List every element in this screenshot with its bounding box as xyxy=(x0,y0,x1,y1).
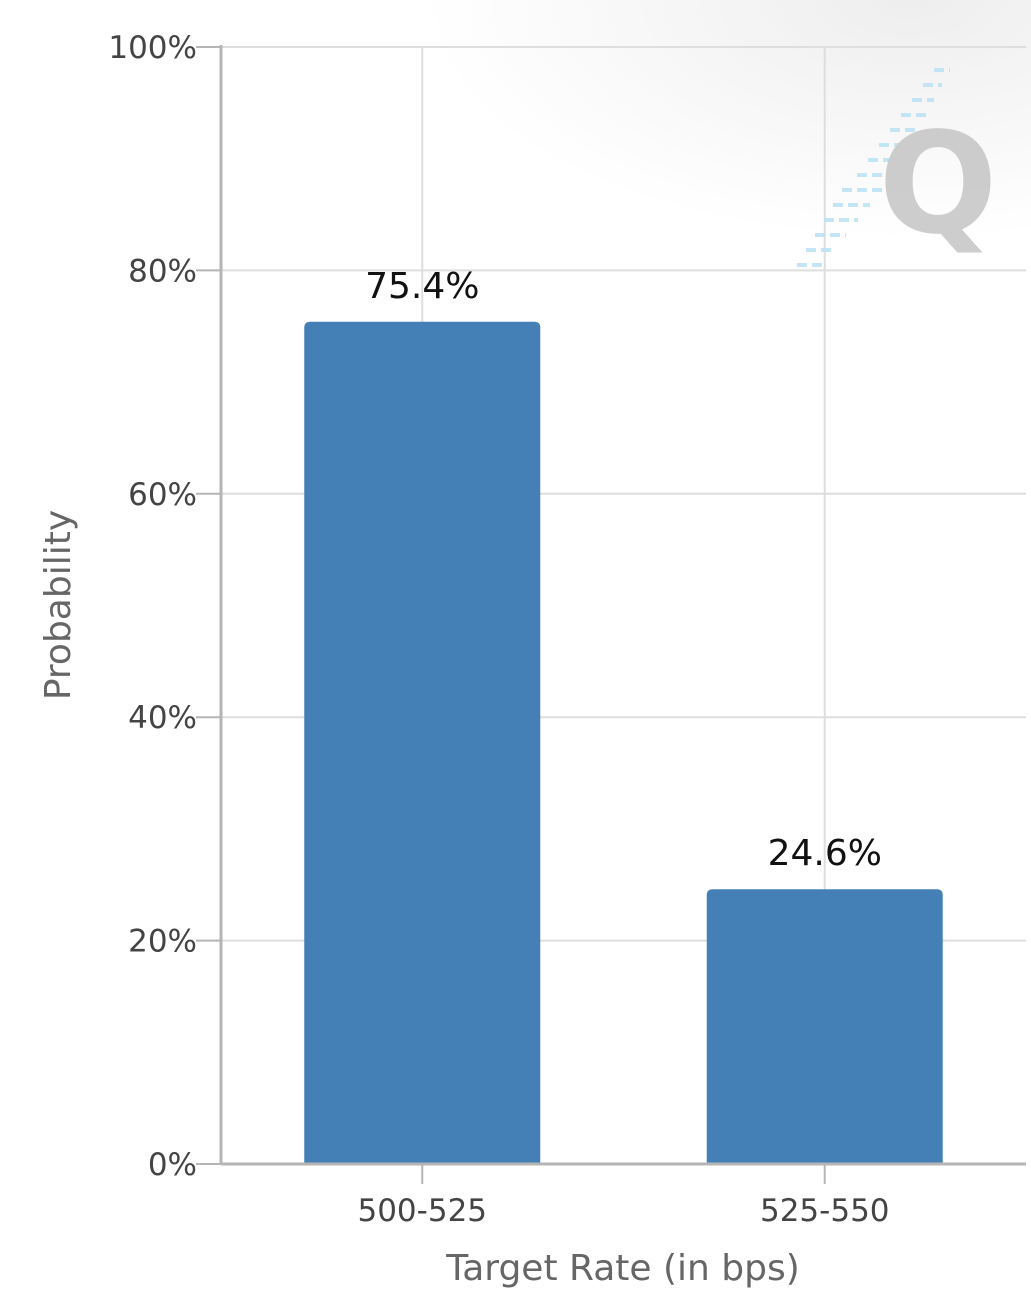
data-labels: 75.4% 24.6% xyxy=(365,266,882,874)
q-logo-letter: Q xyxy=(878,103,997,266)
y-tick-label: 80% xyxy=(128,253,197,289)
y-tick-label: 60% xyxy=(128,477,197,513)
x-tick-label: 525-550 xyxy=(760,1193,890,1229)
bar-500-525[interactable] xyxy=(304,321,541,1165)
data-label: 75.4% xyxy=(365,266,479,307)
data-label: 24.6% xyxy=(768,833,882,874)
q-logo-icon: Q xyxy=(797,68,998,267)
tick-labels: 0% 20% 40% 60% 80% 100% 500-525 525-550 xyxy=(108,30,889,1229)
y-tick-label: 40% xyxy=(128,700,197,736)
y-tick-label: 0% xyxy=(148,1147,197,1183)
x-tick-label: 500-525 xyxy=(357,1193,487,1229)
y-tick-label: 20% xyxy=(128,924,197,960)
bar-525-550[interactable] xyxy=(706,889,943,1164)
y-tick-label: 100% xyxy=(108,30,197,66)
bars xyxy=(304,321,943,1165)
y-axis-title: Probability xyxy=(38,510,79,700)
x-axis-title: Target Rate (in bps) xyxy=(445,1248,800,1289)
axes xyxy=(196,45,1026,1184)
